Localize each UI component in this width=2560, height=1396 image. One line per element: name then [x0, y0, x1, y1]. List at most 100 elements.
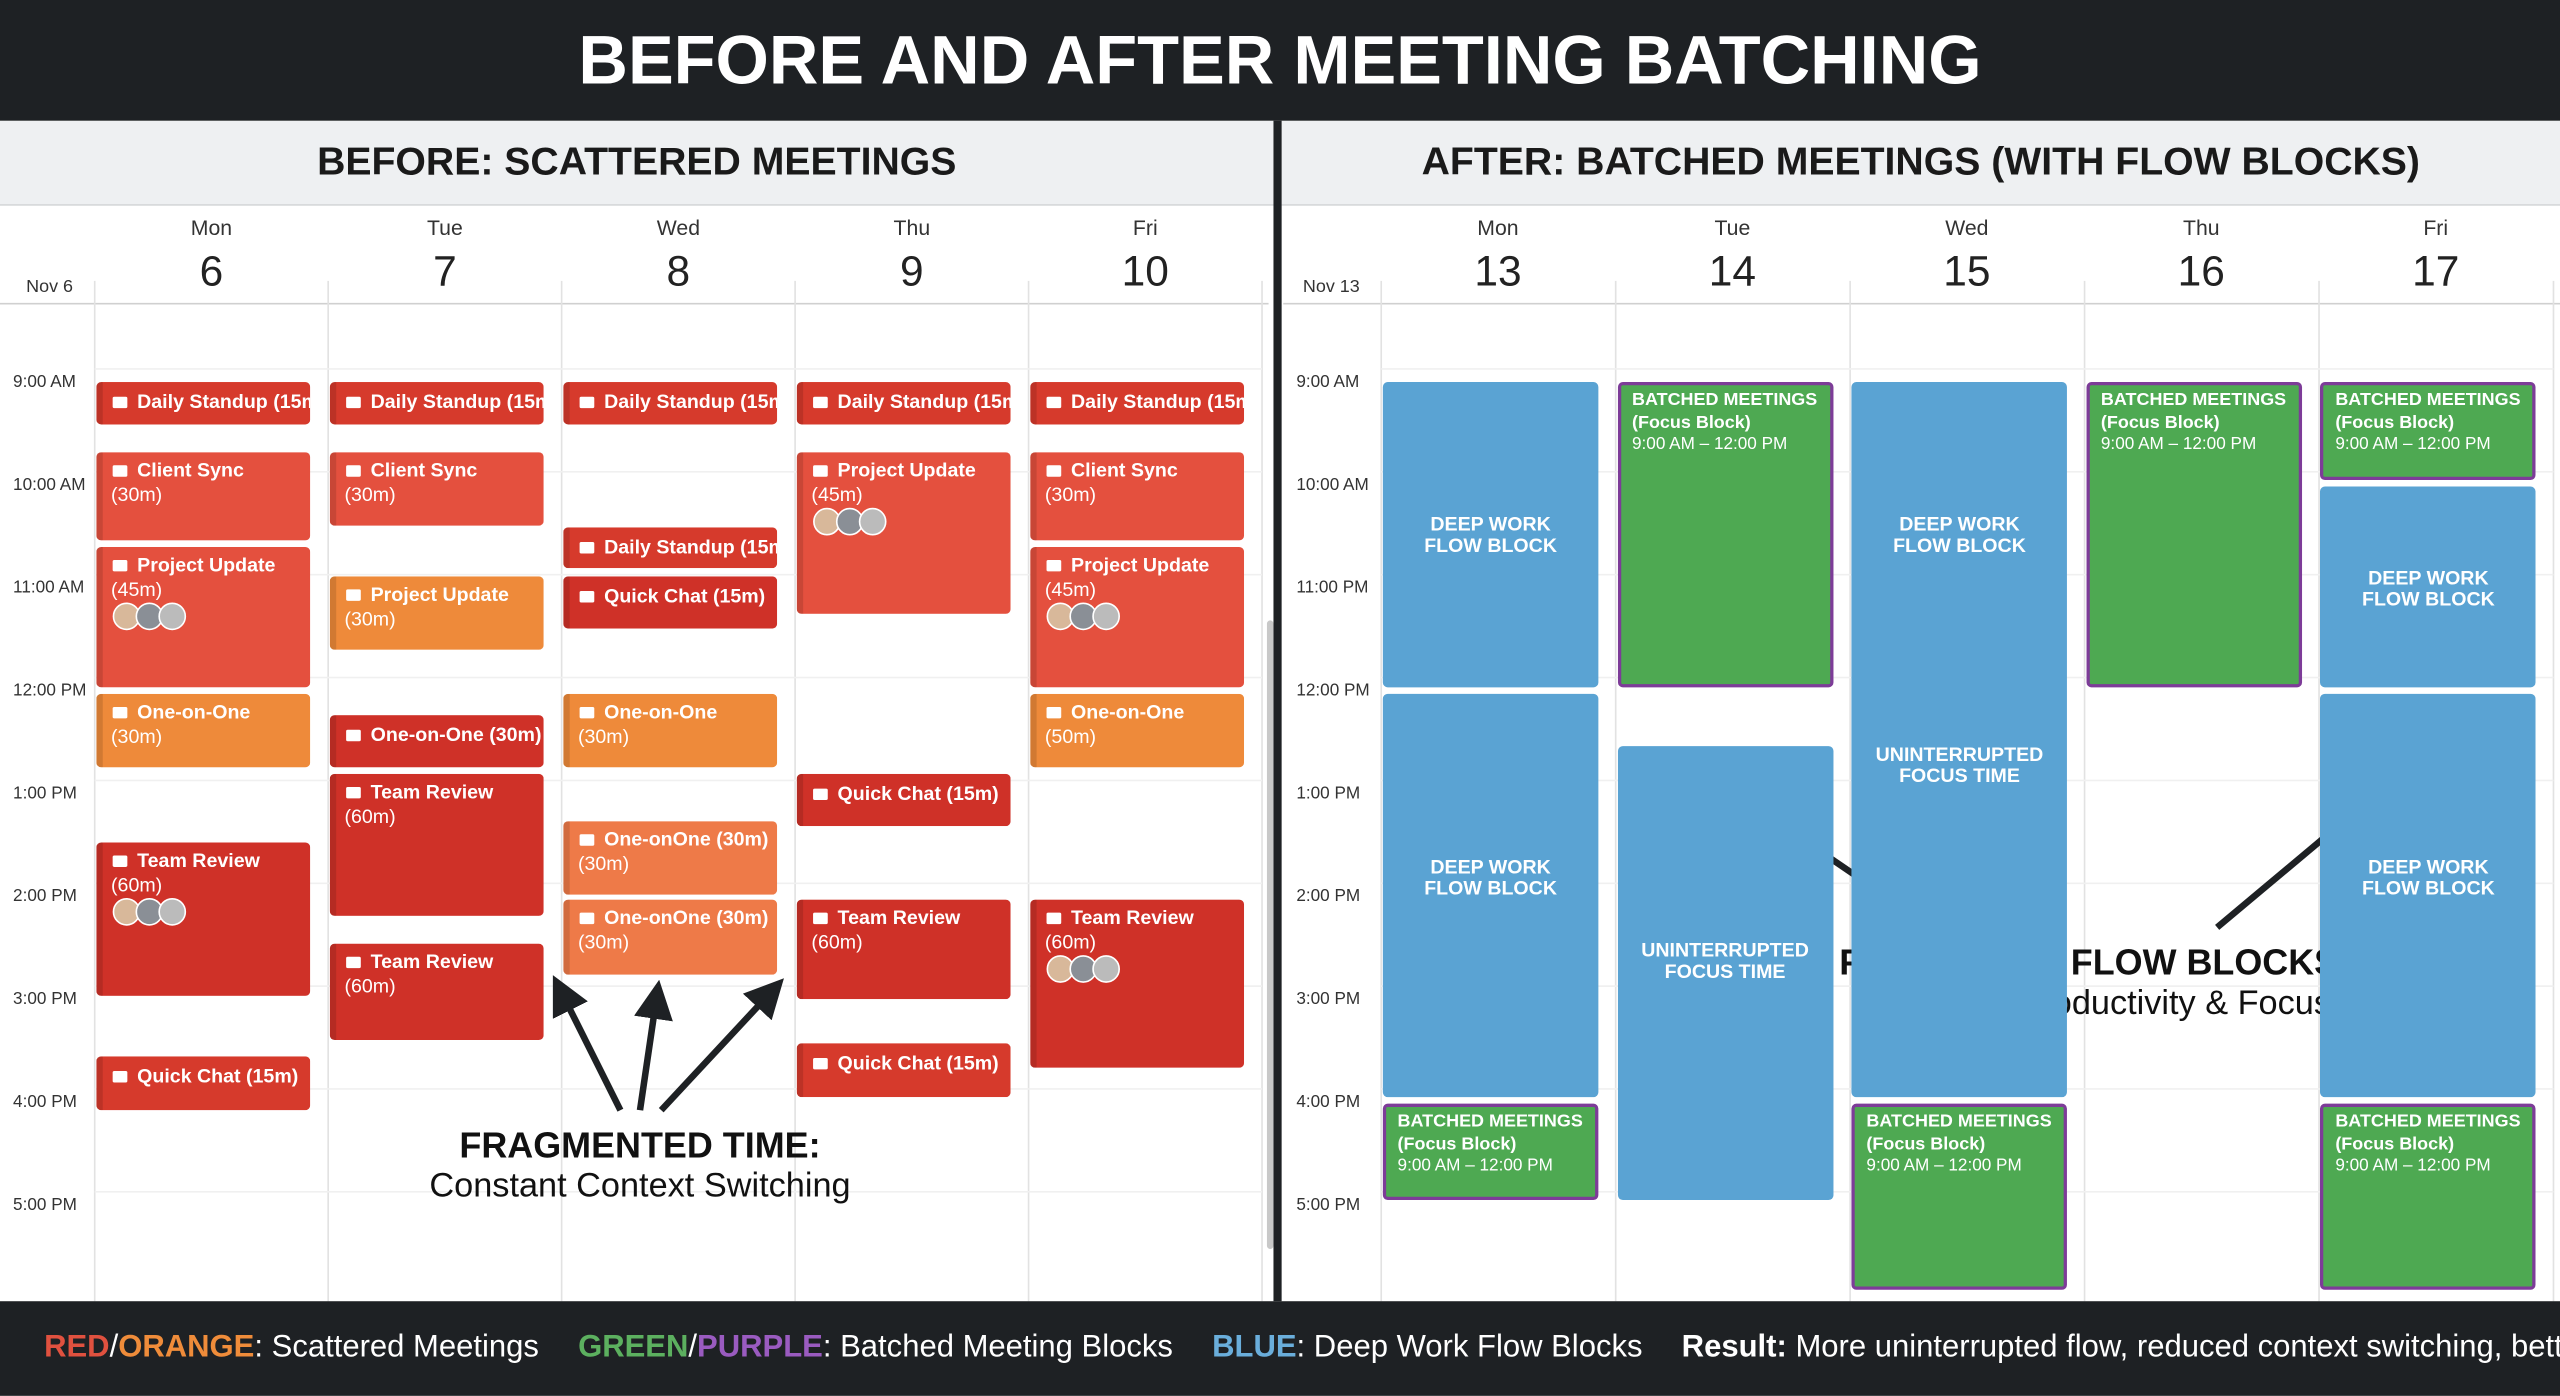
flow-block: DEEP WORK FLOW BLOCK UNINTERRUPTED FOCUS TI…: [1851, 382, 2068, 1098]
event-title: Project Update: [346, 583, 509, 606]
meeting-event: Team Review (60m): [329, 773, 544, 916]
event-icon: [813, 1057, 828, 1070]
event-title-text: Quick Chat (15m): [837, 782, 999, 805]
event-detail: (60m): [811, 930, 863, 954]
event-title-text: One-on-One: [1071, 700, 1185, 724]
date-label: Nov 13: [1302, 277, 1360, 298]
event-title-text: Quick Chat (15m): [137, 1064, 299, 1088]
block-label: FOCUS TIME: [1899, 764, 2020, 787]
event-title-text: Daily Standup (15m): [1071, 390, 1245, 414]
divider: [1273, 120, 1282, 1302]
event-title: Client Sync: [346, 459, 477, 482]
block-label: DEEP WORK: [1430, 512, 1551, 536]
event-title: Team Review: [1046, 906, 1194, 929]
avatar: [1092, 955, 1120, 983]
day-number: 8: [666, 246, 691, 296]
block-label: BATCHED MEETINGS: [1631, 390, 1818, 410]
meeting-event: Client Sync (30m): [96, 452, 311, 541]
block-label: BATCHED MEETINGS: [2335, 390, 2521, 410]
weekday: Fri: [2423, 215, 2449, 240]
time-label: 4:00 PM: [13, 1092, 77, 1112]
legend: RED/ORANGE: Scattered Meetings GREEN/PURP…: [0, 1301, 2560, 1396]
meeting-event: Quick Chat (15m): [563, 576, 778, 629]
event-title-text: One-on-One: [604, 700, 718, 724]
scrollbar: [1266, 620, 1274, 1249]
event-title-text: One-on-One: [137, 700, 251, 724]
time-label: 9:00 AM: [13, 372, 76, 392]
event-title-text: Project Update: [370, 582, 509, 606]
block-label: 9:00 AM – 12:00 PM: [1397, 1155, 1553, 1176]
meeting-event: Project Update (45m): [96, 546, 311, 688]
event-detail: (30m): [111, 483, 163, 507]
event-title-text: Daily Standup (15m): [837, 390, 1011, 414]
event-title: Quick Chat (15m): [813, 782, 999, 805]
time-label: 9:00 AM: [1296, 372, 1360, 392]
day-number: 17: [2412, 246, 2460, 296]
meeting-event: Team Review (60m): [796, 899, 1011, 1000]
meeting-event: Quick Chat (15m): [796, 773, 1011, 827]
block-label: FLOW BLOCK: [1424, 876, 1557, 900]
block-label: FLOW BLOCK: [2361, 587, 2495, 611]
day-number: 16: [2177, 246, 2225, 296]
day-number: 10: [1121, 246, 1169, 296]
event-detail: (45m): [811, 483, 863, 507]
event-title: Client Sync: [1046, 459, 1178, 482]
time-label: 10:00 AM: [13, 475, 86, 495]
meeting-event: Project Update (30m): [329, 576, 544, 650]
header-title: BEFORE AND AFTER MEETING BATCHING: [0, 0, 2560, 121]
time-label: 3:00 PM: [13, 989, 77, 1009]
meeting-event: One-onOne (30m) (30m): [563, 899, 778, 975]
event-icon: [346, 956, 361, 969]
event-detail: (30m): [577, 852, 630, 876]
weekday: Thu: [2183, 215, 2220, 240]
event-icon: [112, 396, 128, 409]
event-title-text: Team Review: [837, 906, 961, 929]
day-number: 6: [199, 246, 224, 296]
batched-meetings: BATCHED MEETINGS (Focus Block) 9:00 AM – 1…: [2086, 382, 2302, 688]
event-title-text: Client Sync: [370, 458, 478, 482]
time-label: 2:00 PM: [13, 886, 77, 907]
meeting-event: Team Review (60m): [329, 943, 544, 1040]
meeting-event: Team Review (60m): [1030, 899, 1245, 1068]
block-label: DEEP WORK: [1899, 512, 2020, 536]
block-label: (Focus Block): [1397, 1133, 1517, 1154]
event-icon: [813, 396, 828, 409]
meeting-event: Daily Standup (15m): [563, 527, 778, 569]
time-label: 1:00 PM: [13, 783, 77, 804]
legend-text: Result:: [1681, 1330, 1787, 1365]
event-title-text: One-onOne (30m): [604, 827, 769, 851]
event-icon: [112, 855, 128, 867]
event-icon: [579, 912, 595, 925]
event-icon: [1046, 706, 1062, 719]
legend-text: /: [688, 1330, 698, 1365]
event-detail: (30m): [577, 724, 630, 748]
event-title: Team Review: [813, 906, 960, 929]
time-label: 1:00 PM: [1296, 783, 1361, 804]
event-title: Client Sync: [112, 459, 244, 482]
event-title: One-on-One: [112, 700, 251, 724]
avatar: [158, 602, 187, 631]
event-title-text: One-onOne (30m): [604, 906, 769, 929]
legend-text: More uninterrupted flow, reduced context…: [1795, 1330, 2560, 1365]
block-label: FLOW BLOCK: [2361, 876, 2495, 900]
event-icon: [112, 706, 128, 719]
event-title: Daily Standup (15m): [112, 390, 310, 413]
batched-meetings: BATCHED MEETINGS (Focus Block) 9:00 AM – 1…: [2320, 382, 2537, 480]
block-label: 9:00 AM – 12:00 PM: [2335, 434, 2491, 454]
event-title-text: Team Review: [137, 848, 260, 872]
block-label: BATCHED MEETINGS: [2100, 390, 2287, 410]
event-title: One-on-One: [579, 700, 718, 724]
event-icon: [813, 465, 828, 477]
time-label: 11:00 AM: [13, 577, 85, 598]
meeting-event: One-on-One (30m): [563, 693, 778, 768]
event-title-text: Team Review: [1071, 906, 1194, 929]
block-label: (Focus Block): [2335, 1133, 2455, 1154]
time-label: 12:00 PM: [1296, 680, 1370, 701]
event-title: One-on-One: [1046, 700, 1185, 724]
meeting-event: Daily Standup (15m): [329, 382, 544, 425]
meeting-event: Daily Standup (15m): [1030, 382, 1245, 425]
event-icon: [813, 788, 828, 800]
weekday: Fri: [1132, 215, 1158, 240]
block-label: DEEP WORK: [2368, 855, 2489, 879]
batched-meetings: BATCHED MEETINGS (Focus Block) 9:00 AM – 1…: [1617, 382, 1833, 688]
